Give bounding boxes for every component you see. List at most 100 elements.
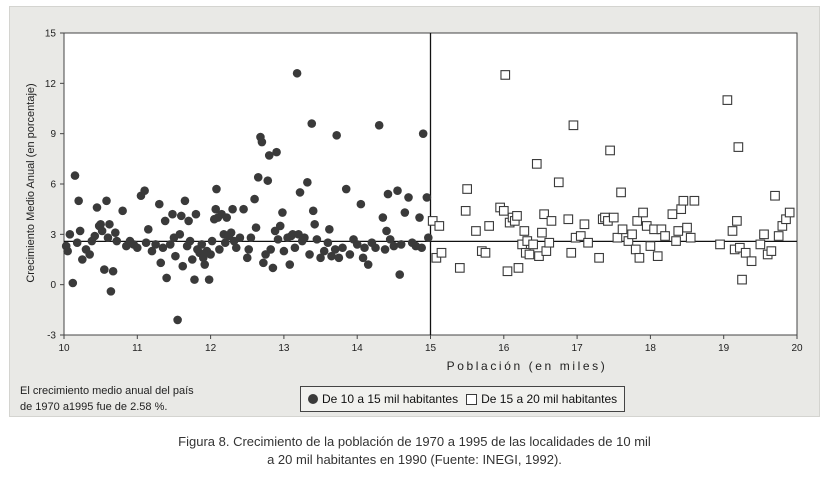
data-point-small-town xyxy=(327,251,336,261)
data-point-small-town xyxy=(173,315,182,325)
data-point-large-town xyxy=(471,226,481,236)
y-tick-label: 0 xyxy=(50,280,56,291)
data-point-large-town xyxy=(673,226,684,236)
data-point-small-town xyxy=(112,236,122,246)
data-point-small-town xyxy=(180,196,190,206)
data-point-large-town xyxy=(734,242,745,253)
data-point-small-town xyxy=(197,240,207,249)
data-point-small-town xyxy=(211,204,221,214)
data-point-large-town xyxy=(689,195,700,206)
data-point-small-town xyxy=(400,208,410,217)
data-point-small-town xyxy=(85,250,94,259)
data-point-small-town xyxy=(303,178,312,187)
data-point-small-town xyxy=(417,243,427,253)
data-point-large-town xyxy=(546,216,557,226)
data-point-small-town xyxy=(215,245,224,254)
data-point-small-town xyxy=(300,233,309,242)
data-point-small-town xyxy=(360,243,369,253)
data-point-large-town xyxy=(740,247,751,258)
data-point-small-town xyxy=(279,246,289,256)
data-point-small-town xyxy=(239,204,248,214)
data-point-large-town xyxy=(537,227,547,238)
data-point-small-town xyxy=(308,206,318,216)
data-point-large-town xyxy=(434,221,445,231)
data-point-large-town xyxy=(544,237,555,248)
data-point-small-town xyxy=(158,243,168,253)
data-point-small-town xyxy=(316,253,325,263)
data-point-small-town xyxy=(352,240,362,249)
data-point-large-town xyxy=(685,232,696,243)
data-point-large-town xyxy=(563,214,574,225)
data-point-large-town xyxy=(427,216,438,226)
data-point-small-town xyxy=(228,204,237,214)
data-point-small-town xyxy=(108,266,118,276)
data-point-small-town xyxy=(389,241,399,251)
data-point-small-town xyxy=(222,213,232,222)
data-point-small-town xyxy=(395,270,405,279)
data-point-small-town xyxy=(290,243,300,253)
data-points xyxy=(61,68,795,325)
data-point-small-town xyxy=(187,255,197,264)
data-point-small-town xyxy=(118,206,127,216)
data-point-small-town xyxy=(242,253,252,263)
data-point-small-town xyxy=(75,226,85,236)
data-point-large-town xyxy=(755,239,766,250)
data-point-small-town xyxy=(235,233,245,242)
data-point-large-town xyxy=(732,216,742,226)
x-axis-label: Población (en miles) xyxy=(447,359,608,373)
data-point-large-town xyxy=(528,239,538,250)
data-point-small-town xyxy=(68,278,78,288)
data-point-small-town xyxy=(251,223,261,232)
data-point-large-town xyxy=(566,247,577,258)
data-point-large-town xyxy=(770,190,780,201)
data-point-small-town xyxy=(154,199,164,209)
data-point-small-town xyxy=(257,137,267,147)
note-line-1: El crecimiento medio anual del país xyxy=(20,385,194,397)
data-point-small-town xyxy=(168,209,177,219)
scatter-chart: -3 0 3 6 9 12 15 10 11 12 13 14 15 16 17 18 19 20 Crecimi… xyxy=(25,29,803,374)
data-point-small-town xyxy=(330,245,340,254)
data-point-large-town xyxy=(534,251,544,261)
data-point-small-town xyxy=(143,225,153,234)
data-point-small-town xyxy=(424,233,433,242)
data-point-large-town xyxy=(480,247,491,258)
y-axis-label: Crecimiento Medio Anual (en porcentaje) xyxy=(25,83,37,282)
data-point-small-town xyxy=(178,261,188,271)
x-tick-label: 18 xyxy=(645,343,657,354)
y-tick-label: -3 xyxy=(47,331,56,342)
data-point-small-town xyxy=(263,176,273,185)
data-point-large-town xyxy=(431,252,442,263)
data-point-large-town xyxy=(512,211,522,221)
data-point-small-town xyxy=(204,275,214,284)
data-point-small-town xyxy=(383,189,393,199)
data-point-large-town xyxy=(553,177,564,188)
data-point-small-town xyxy=(72,238,82,248)
data-point-large-town xyxy=(722,95,733,105)
data-point-large-town xyxy=(784,207,795,218)
data-point-small-town xyxy=(415,213,424,222)
data-point-large-town xyxy=(617,224,628,235)
data-point-large-town xyxy=(630,244,641,255)
data-point-small-town xyxy=(176,211,186,221)
figure-caption: Figura 8. Crecimiento de la población de… xyxy=(0,433,829,469)
x-tick-label: 17 xyxy=(572,343,584,354)
data-point-small-town xyxy=(160,216,170,226)
data-point-large-town xyxy=(575,231,586,241)
x-tick-label: 10 xyxy=(58,343,70,354)
data-point-small-town xyxy=(266,245,276,254)
data-point-large-town xyxy=(737,274,747,285)
data-point-small-town xyxy=(312,235,322,244)
data-point-small-town xyxy=(285,260,295,269)
data-point-small-town xyxy=(418,129,428,138)
data-point-large-town xyxy=(715,239,725,250)
data-point-large-town xyxy=(484,221,494,231)
data-point-small-town xyxy=(102,196,111,206)
data-point-small-town xyxy=(207,236,217,246)
data-point-small-town xyxy=(358,253,368,263)
data-point-large-town xyxy=(498,205,509,216)
data-point-large-town xyxy=(746,256,757,267)
data-point-small-town xyxy=(422,193,432,202)
data-point-small-town xyxy=(90,231,100,241)
data-point-large-town xyxy=(727,226,738,236)
data-point-small-town xyxy=(198,253,208,263)
